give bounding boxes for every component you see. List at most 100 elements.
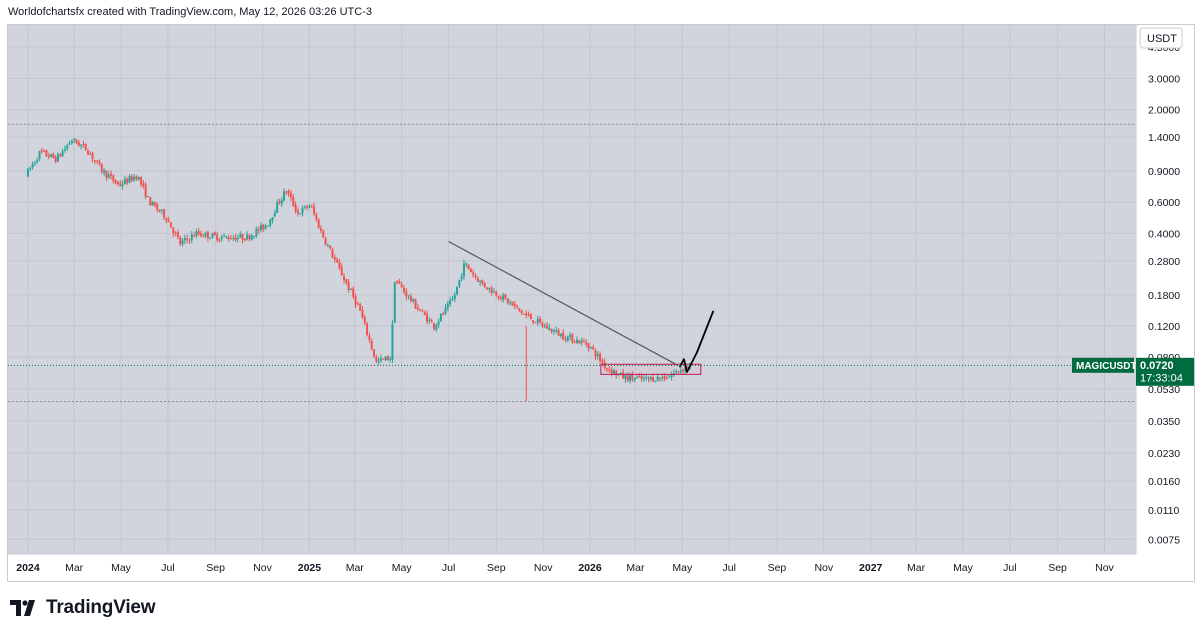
- time-tick-label: Sep: [1048, 562, 1067, 574]
- candle-body: [292, 196, 295, 206]
- candle-body: [283, 191, 286, 201]
- candle-body: [499, 297, 502, 299]
- candle-body: [66, 145, 69, 149]
- candle-body: [421, 310, 424, 312]
- candle-body: [331, 249, 334, 258]
- candle-body: [266, 225, 269, 227]
- candle-body: [338, 262, 341, 268]
- price-tick-label: 2.0000: [1148, 105, 1180, 117]
- candle-body: [259, 225, 262, 230]
- candle-body: [172, 227, 175, 234]
- candle-body: [333, 257, 336, 260]
- candle-body: [232, 237, 235, 239]
- candle-body: [89, 153, 92, 155]
- candle-body: [278, 201, 281, 204]
- candle-body: [216, 234, 219, 241]
- candle-body: [110, 174, 113, 176]
- last-price: 0.0720: [1140, 360, 1174, 372]
- candle-body: [303, 206, 306, 208]
- candle-body: [631, 374, 634, 380]
- symbol-name: MAGICUSDT: [1076, 361, 1137, 372]
- candle-body: [68, 143, 71, 145]
- candle-body: [75, 139, 78, 144]
- candle-body: [45, 150, 48, 156]
- candle-body: [103, 170, 106, 173]
- candle-body: [589, 347, 592, 349]
- candle-body: [243, 238, 246, 241]
- candle-body: [352, 288, 355, 297]
- drawings: [8, 240, 1136, 375]
- price-tick-label: 1.4000: [1148, 132, 1180, 144]
- candle-body: [361, 309, 364, 318]
- candle-body: [186, 238, 189, 240]
- candle-body: [241, 233, 244, 240]
- candle-body: [396, 281, 399, 283]
- candle-body: [345, 279, 348, 283]
- candle-body: [414, 299, 417, 309]
- candle-body: [649, 376, 652, 380]
- candle-body: [605, 368, 608, 370]
- candle-body: [204, 232, 207, 236]
- time-tick-label: Nov: [1095, 562, 1114, 574]
- symbol-label-background: [1072, 357, 1134, 373]
- candle-body: [513, 303, 516, 306]
- chart-panel[interactable]: 4.50003.00002.00001.40000.90000.60000.40…: [7, 24, 1195, 582]
- candle-body: [566, 336, 569, 341]
- time-tick-label: Mar: [346, 562, 365, 574]
- candle-body: [446, 303, 449, 308]
- plot-background: [8, 25, 1136, 554]
- price-axis-background[interactable]: [1136, 25, 1194, 554]
- candle-body: [140, 176, 143, 185]
- candle-body: [423, 312, 426, 315]
- candle-body: [562, 332, 565, 340]
- candle-body: [373, 349, 376, 357]
- candle-body: [428, 319, 431, 321]
- candle-body: [234, 237, 237, 241]
- candle-body: [456, 286, 459, 295]
- tradingview-logo[interactable]: TradingView: [10, 597, 156, 619]
- candle-body: [70, 140, 73, 144]
- candle-body: [449, 300, 452, 305]
- candle-body: [181, 240, 184, 245]
- price-tick-label: 0.0110: [1148, 505, 1179, 517]
- candle-body: [527, 314, 530, 316]
- candle-body: [654, 380, 657, 382]
- time-tick-label: Mar: [65, 562, 84, 574]
- candle-body: [622, 372, 625, 379]
- candle-body: [412, 299, 415, 302]
- candle-body: [479, 280, 482, 283]
- candle-body: [559, 333, 562, 337]
- candle-body: [432, 323, 435, 329]
- candle-body: [679, 370, 682, 373]
- candle-body: [444, 307, 447, 314]
- candle-body: [130, 176, 133, 181]
- price-chart[interactable]: 4.50003.00002.00001.40000.90000.60000.40…: [8, 25, 1194, 581]
- currency-badge[interactable]: [1139, 27, 1183, 49]
- candle-body: [391, 323, 394, 360]
- candle-body: [359, 304, 362, 311]
- candle-body: [516, 306, 519, 308]
- candle-body: [73, 138, 76, 141]
- candle-body: [112, 175, 115, 181]
- time-tick-label: 2025: [298, 562, 322, 574]
- candle-body: [469, 269, 472, 273]
- price-tick-label: 0.0230: [1148, 448, 1180, 460]
- candle-body: [465, 263, 468, 265]
- candle-body: [652, 377, 655, 382]
- candle-body: [580, 340, 583, 343]
- candle-body: [663, 376, 666, 380]
- price-tick-label: 0.0160: [1148, 476, 1180, 488]
- candle-body: [488, 287, 491, 289]
- time-axis-background[interactable]: [8, 554, 1194, 581]
- candle-body: [635, 377, 638, 379]
- candle-body: [144, 184, 147, 198]
- projection-path: [679, 310, 714, 373]
- candle-body: [38, 151, 41, 160]
- candle-body: [319, 228, 322, 231]
- candle-body: [571, 334, 574, 343]
- candle-body: [435, 324, 438, 330]
- candle-body: [661, 377, 664, 379]
- candle-body: [596, 354, 599, 357]
- candle-body: [398, 281, 401, 284]
- last-price-background: [1136, 357, 1194, 386]
